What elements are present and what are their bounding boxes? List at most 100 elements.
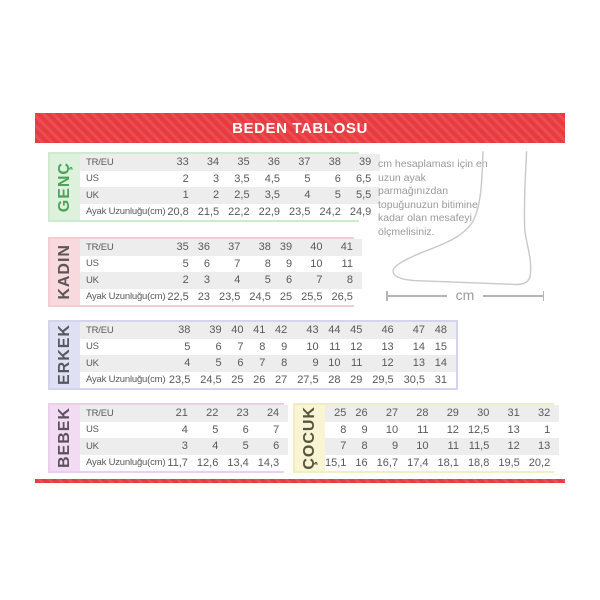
size-cell: 21 bbox=[175, 407, 188, 420]
size-cell: 6 bbox=[203, 257, 210, 270]
size-cell: 23,5 bbox=[289, 205, 311, 218]
size-cell: 24,5 bbox=[200, 373, 222, 386]
section-label: BEBEK bbox=[56, 407, 73, 469]
section-label: ERKEK bbox=[56, 324, 73, 386]
size-cell: 29,5 bbox=[372, 373, 394, 386]
size-cell: 8 bbox=[346, 274, 353, 287]
row-label: Ayak Uzunluğu(cm) bbox=[86, 291, 166, 303]
size-cell: 44 bbox=[328, 324, 341, 337]
size-cell: 6,5 bbox=[355, 172, 372, 185]
size-cell: 5 bbox=[215, 357, 222, 370]
row-label: UK bbox=[86, 189, 99, 201]
row-label: US bbox=[86, 424, 99, 436]
size-cell: 12,6 bbox=[196, 456, 219, 469]
size-cell: 28 bbox=[416, 407, 429, 420]
size-cell: 16,7 bbox=[376, 456, 399, 469]
row-label: UK bbox=[86, 440, 99, 452]
size-table-section-cocuk: ÇOCUK 25 26 27 28 29 30 31 32 8 9 10 11 12 12,5 13 1 7 8 9… bbox=[293, 403, 560, 473]
size-cell: 38 bbox=[328, 156, 341, 169]
size-cell: 13 bbox=[507, 423, 520, 436]
size-cell: 31 bbox=[434, 373, 447, 386]
size-cell: 38 bbox=[258, 241, 271, 254]
size-cell: 10 bbox=[306, 340, 319, 353]
size-cell: 11,5 bbox=[468, 440, 490, 453]
size-cell: 9 bbox=[361, 423, 368, 436]
size-cell: 10 bbox=[416, 440, 429, 453]
size-cell: 9 bbox=[312, 357, 319, 370]
size-cell: 10 bbox=[385, 423, 399, 436]
size-table: TR/EU 35 36 37 38 39 40 41 US 5 6 7 8 9 10 11 UK 2 3 4 5 6 7 8 A… bbox=[80, 239, 362, 305]
size-cell: 26,5 bbox=[331, 290, 353, 303]
size-cell: 5 bbox=[334, 189, 341, 202]
size-cell: 27 bbox=[275, 373, 288, 386]
size-cell: 18,1 bbox=[437, 456, 459, 469]
size-cell: 20,8 bbox=[167, 205, 189, 218]
size-cell: 5 bbox=[212, 423, 219, 436]
size-cell: 12 bbox=[350, 340, 363, 353]
size-cell: 25,5 bbox=[301, 290, 323, 303]
size-cell: 4 bbox=[304, 189, 311, 202]
size-cell: 10 bbox=[328, 357, 341, 370]
size-table-section-genc: GENÇ TR/EU 33 34 35 36 37 38 39 US 2 3 3,5 4,5 5 6 6,5 U… bbox=[48, 152, 381, 222]
size-cell: 47 bbox=[412, 324, 426, 337]
size-cell: 14 bbox=[434, 357, 447, 370]
size-cell: 7 bbox=[234, 257, 241, 270]
size-cell: 30 bbox=[477, 407, 490, 420]
size-cell: 7 bbox=[237, 340, 244, 353]
measure-tick-right bbox=[542, 291, 545, 301]
size-cell: 1 bbox=[182, 189, 189, 202]
size-row: TR/EU 33 34 35 36 37 38 39 bbox=[80, 154, 381, 171]
size-cell: 3 bbox=[213, 172, 220, 185]
size-cell: 23 bbox=[236, 407, 249, 420]
size-table: TR/EU 21 22 23 24 US 4 5 6 7 UK 3 4 5 6 Ayak Uzunluğu(c… bbox=[80, 405, 289, 471]
size-cell: 7 bbox=[316, 274, 323, 287]
size-row: 7 8 9 10 11 11,5 12 13 bbox=[325, 438, 560, 455]
row-label: UK bbox=[86, 357, 99, 369]
size-row: UK 3 4 5 6 bbox=[80, 438, 289, 455]
size-cell: 29 bbox=[446, 407, 459, 420]
size-cell: 37 bbox=[228, 241, 241, 254]
size-row: 25 26 27 28 29 30 31 32 bbox=[325, 405, 560, 422]
size-cell: 40 bbox=[231, 324, 244, 337]
size-cell: 11 bbox=[329, 340, 341, 353]
size-cell: 7 bbox=[259, 357, 266, 370]
size-cell: 12,5 bbox=[467, 423, 490, 436]
measure-line-right bbox=[483, 295, 543, 297]
size-cell: 4 bbox=[212, 440, 219, 453]
size-cell: 9 bbox=[285, 257, 293, 270]
size-cell: 11,7 bbox=[167, 456, 188, 469]
size-table: TR/EU 38 39 40 41 42 43 44 45 46 47 48 US 5 6 7 8 9 10 11 12… bbox=[80, 322, 456, 388]
size-cell: 22,5 bbox=[167, 290, 189, 303]
size-cell: 35 bbox=[237, 156, 250, 169]
size-cell: 11 bbox=[350, 357, 363, 370]
size-cell: 5 bbox=[242, 440, 249, 453]
size-row: TR/EU 35 36 37 38 39 40 41 bbox=[80, 239, 362, 256]
size-row: 8 9 10 11 12 12,5 13 1 bbox=[325, 421, 560, 438]
section-label-cell: GENÇ bbox=[50, 154, 80, 220]
row-label: TR/EU bbox=[86, 324, 114, 336]
title-banner: BEDEN TABLOSU bbox=[35, 113, 565, 143]
section-label: GENÇ bbox=[56, 161, 73, 213]
size-cell: 3,5 bbox=[234, 172, 250, 185]
size-cell: 29 bbox=[350, 373, 363, 386]
size-cell: 5 bbox=[184, 340, 191, 353]
row-label: US bbox=[86, 341, 99, 353]
size-cell: 14,3 bbox=[257, 456, 280, 469]
row-label: TR/EU bbox=[86, 156, 114, 168]
row-label: Ayak Uzunluğu(cm) bbox=[86, 206, 166, 218]
row-label: Ayak Uzunluğu(cm) bbox=[86, 374, 166, 386]
size-cell: 2 bbox=[182, 172, 189, 185]
size-cell: 17,4 bbox=[407, 456, 429, 469]
size-table-section-kadin: KADIN TR/EU 35 36 37 38 39 40 41 US 5 6 7 8 9 10 11 UK 2 3… bbox=[48, 237, 362, 307]
section-label: ÇOCUK bbox=[301, 406, 318, 470]
size-row: US 5 6 7 8 9 10 11 12 13 14 15 bbox=[80, 338, 456, 355]
size-cell: 5,5 bbox=[355, 189, 372, 202]
size-cell: 48 bbox=[434, 324, 447, 337]
size-cell: 5 bbox=[182, 257, 189, 270]
size-cell: 46 bbox=[381, 324, 394, 337]
size-cell: 28 bbox=[328, 373, 341, 386]
size-cell: 26 bbox=[355, 407, 368, 420]
size-cell: 13 bbox=[412, 357, 426, 370]
size-cell: 6 bbox=[334, 172, 341, 185]
row-label: UK bbox=[86, 274, 99, 286]
